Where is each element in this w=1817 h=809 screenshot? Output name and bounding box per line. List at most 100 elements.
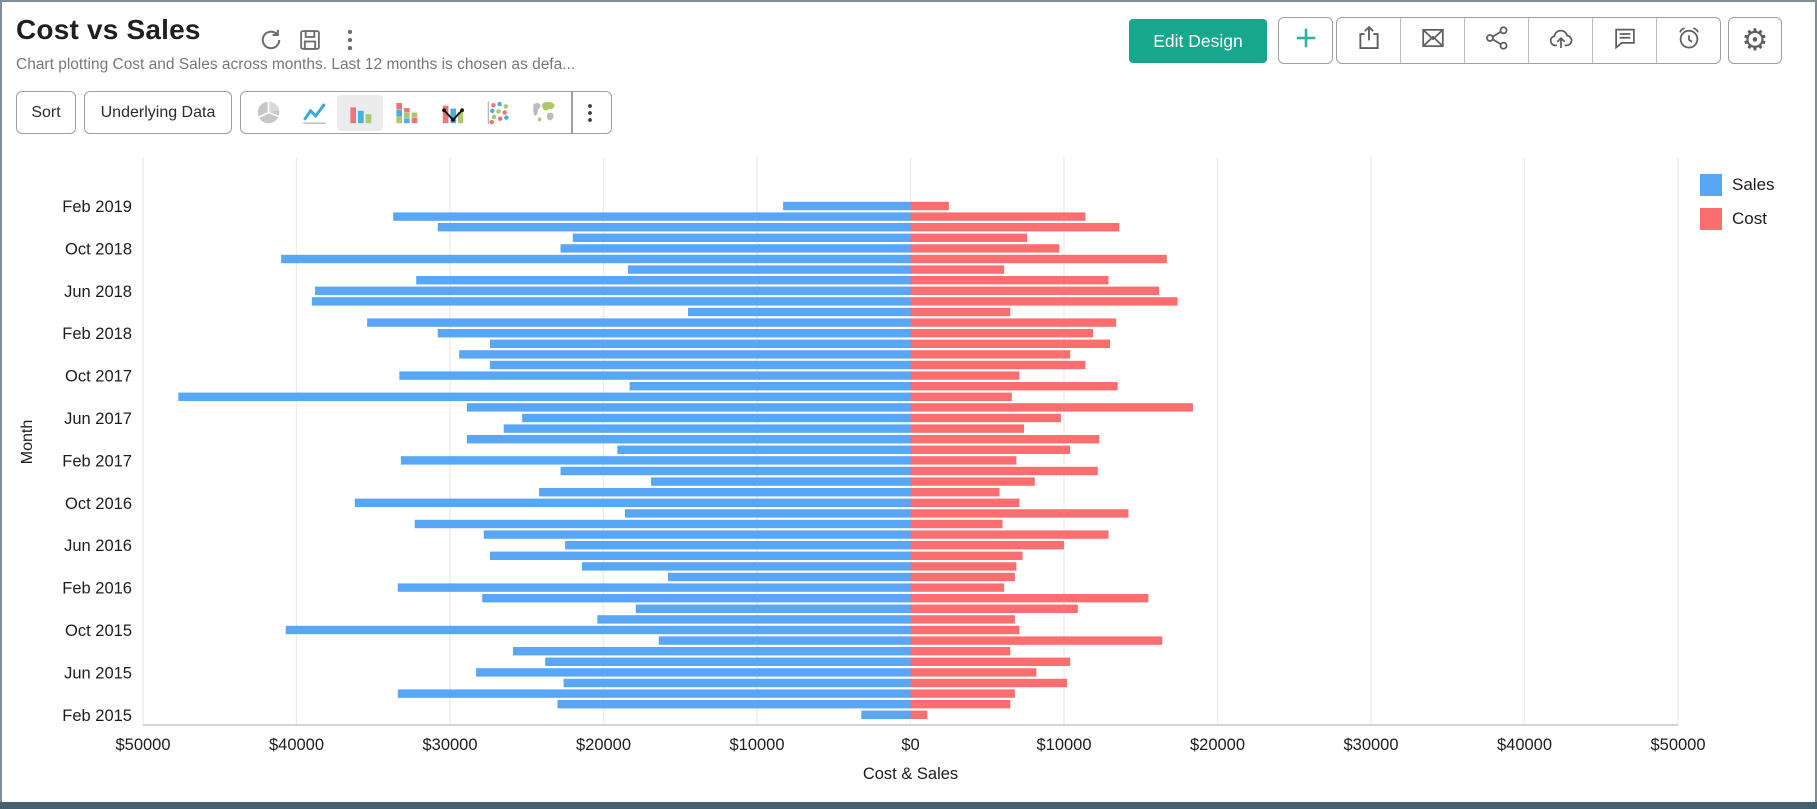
cost-bar[interactable] — [910, 710, 928, 719]
sales-bar[interactable] — [437, 223, 911, 232]
sales-bar[interactable] — [687, 307, 911, 317]
sales-bar[interactable] — [624, 509, 911, 518]
sales-bar[interactable] — [658, 636, 911, 645]
cost-bar[interactable] — [910, 360, 1086, 370]
sales-bar[interactable] — [393, 212, 911, 221]
cost-bar[interactable] — [910, 371, 1020, 380]
sales-bar[interactable] — [560, 244, 911, 253]
sales-bar[interactable] — [489, 551, 911, 560]
sales-bar[interactable] — [314, 286, 911, 295]
sales-bar[interactable] — [483, 530, 911, 539]
sales-bar[interactable] — [563, 678, 911, 688]
sales-bar[interactable] — [466, 403, 911, 412]
cost-bar[interactable] — [910, 276, 1109, 285]
cost-bar[interactable] — [910, 350, 1071, 359]
cost-bar[interactable] — [910, 647, 1011, 656]
cost-bar[interactable] — [910, 244, 1060, 253]
sales-bar[interactable] — [635, 604, 911, 613]
cost-bar[interactable] — [910, 297, 1178, 306]
sales-bar[interactable] — [400, 456, 911, 465]
sales-bar[interactable] — [482, 594, 911, 603]
cost-bar[interactable] — [910, 583, 1005, 592]
legend-item-sales[interactable]: Sales — [1700, 174, 1775, 196]
cost-bar[interactable] — [910, 562, 1017, 571]
cost-bar[interactable] — [910, 509, 1129, 518]
cost-bar[interactable] — [910, 594, 1149, 603]
cost-bar[interactable] — [910, 541, 1065, 550]
sales-bar[interactable] — [539, 488, 911, 497]
cost-bar[interactable] — [910, 604, 1078, 613]
sales-bar[interactable] — [582, 562, 911, 571]
add-button[interactable] — [1278, 17, 1333, 64]
cost-bar[interactable] — [910, 307, 1011, 317]
sales-bar[interactable] — [489, 339, 911, 348]
save-icon[interactable] — [297, 27, 323, 53]
cost-bar[interactable] — [910, 413, 1061, 423]
sales-bar[interactable] — [367, 318, 911, 327]
cost-bar[interactable] — [910, 551, 1023, 560]
cost-bar[interactable] — [910, 466, 1098, 476]
cost-bar[interactable] — [910, 223, 1120, 232]
share-button[interactable] — [1464, 18, 1528, 63]
sales-bar[interactable] — [861, 710, 911, 719]
sales-bar[interactable] — [311, 297, 911, 306]
sales-bar[interactable] — [397, 689, 911, 698]
cost-bar[interactable] — [910, 403, 1193, 412]
sales-bar[interactable] — [281, 254, 911, 264]
cost-bar[interactable] — [910, 212, 1086, 221]
sales-bar[interactable] — [178, 392, 911, 401]
cost-bar[interactable] — [910, 233, 1028, 242]
cost-bar[interactable] — [910, 254, 1167, 264]
sales-bar[interactable] — [572, 233, 911, 242]
sales-bar[interactable] — [557, 700, 911, 709]
email-button[interactable] — [1400, 18, 1464, 63]
settings-button[interactable]: ⚙ — [1728, 17, 1782, 64]
sales-bar[interactable] — [628, 265, 911, 274]
cost-bar[interactable] — [910, 625, 1020, 635]
sales-bar[interactable] — [399, 371, 911, 380]
sales-bar[interactable] — [437, 329, 911, 338]
cost-bar[interactable] — [910, 286, 1160, 295]
chart-type-combo-icon[interactable] — [429, 95, 475, 131]
sales-bar[interactable] — [459, 350, 911, 359]
sales-bar[interactable] — [651, 477, 911, 486]
cost-bar[interactable] — [910, 519, 1003, 529]
cost-bar[interactable] — [910, 498, 1020, 507]
sales-bar[interactable] — [414, 519, 911, 529]
cost-bar[interactable] — [910, 636, 1163, 645]
cost-bar[interactable] — [910, 329, 1094, 338]
chart-type-map-icon[interactable] — [521, 95, 567, 131]
sales-bar[interactable] — [354, 498, 911, 507]
schedule-button[interactable] — [1656, 18, 1720, 63]
cost-bar[interactable] — [910, 382, 1118, 391]
cost-bar[interactable] — [910, 435, 1100, 444]
cost-bar[interactable] — [910, 445, 1071, 454]
cost-bar[interactable] — [910, 615, 1015, 624]
chart-type-more-icon[interactable] — [573, 95, 607, 131]
cost-bar[interactable] — [910, 392, 1012, 401]
cost-bar[interactable] — [910, 424, 1025, 433]
refresh-icon[interactable] — [258, 27, 284, 53]
cost-bar[interactable] — [910, 265, 1005, 274]
cost-bar[interactable] — [910, 456, 1017, 465]
sales-bar[interactable] — [285, 625, 911, 635]
sales-bar[interactable] — [489, 360, 911, 370]
export-button[interactable] — [1337, 18, 1400, 63]
sales-bar[interactable] — [597, 615, 911, 624]
chart-type-pie-icon[interactable] — [245, 95, 291, 131]
cost-bar[interactable] — [910, 689, 1015, 698]
chart-type-bar-icon[interactable] — [337, 94, 383, 131]
sales-bar[interactable] — [476, 668, 911, 677]
chart-type-stacked-bar-icon[interactable] — [383, 95, 429, 131]
cost-bar[interactable] — [910, 572, 1015, 582]
sales-bar[interactable] — [560, 466, 911, 476]
sales-bar[interactable] — [565, 541, 911, 550]
cost-bar[interactable] — [910, 678, 1068, 688]
comment-button[interactable] — [1592, 18, 1656, 63]
cost-bar[interactable] — [910, 477, 1035, 486]
cost-bar[interactable] — [910, 488, 1000, 497]
sales-bar[interactable] — [545, 657, 911, 666]
cost-bar[interactable] — [910, 657, 1071, 666]
sales-bar[interactable] — [503, 424, 911, 433]
cost-bar[interactable] — [910, 318, 1117, 327]
